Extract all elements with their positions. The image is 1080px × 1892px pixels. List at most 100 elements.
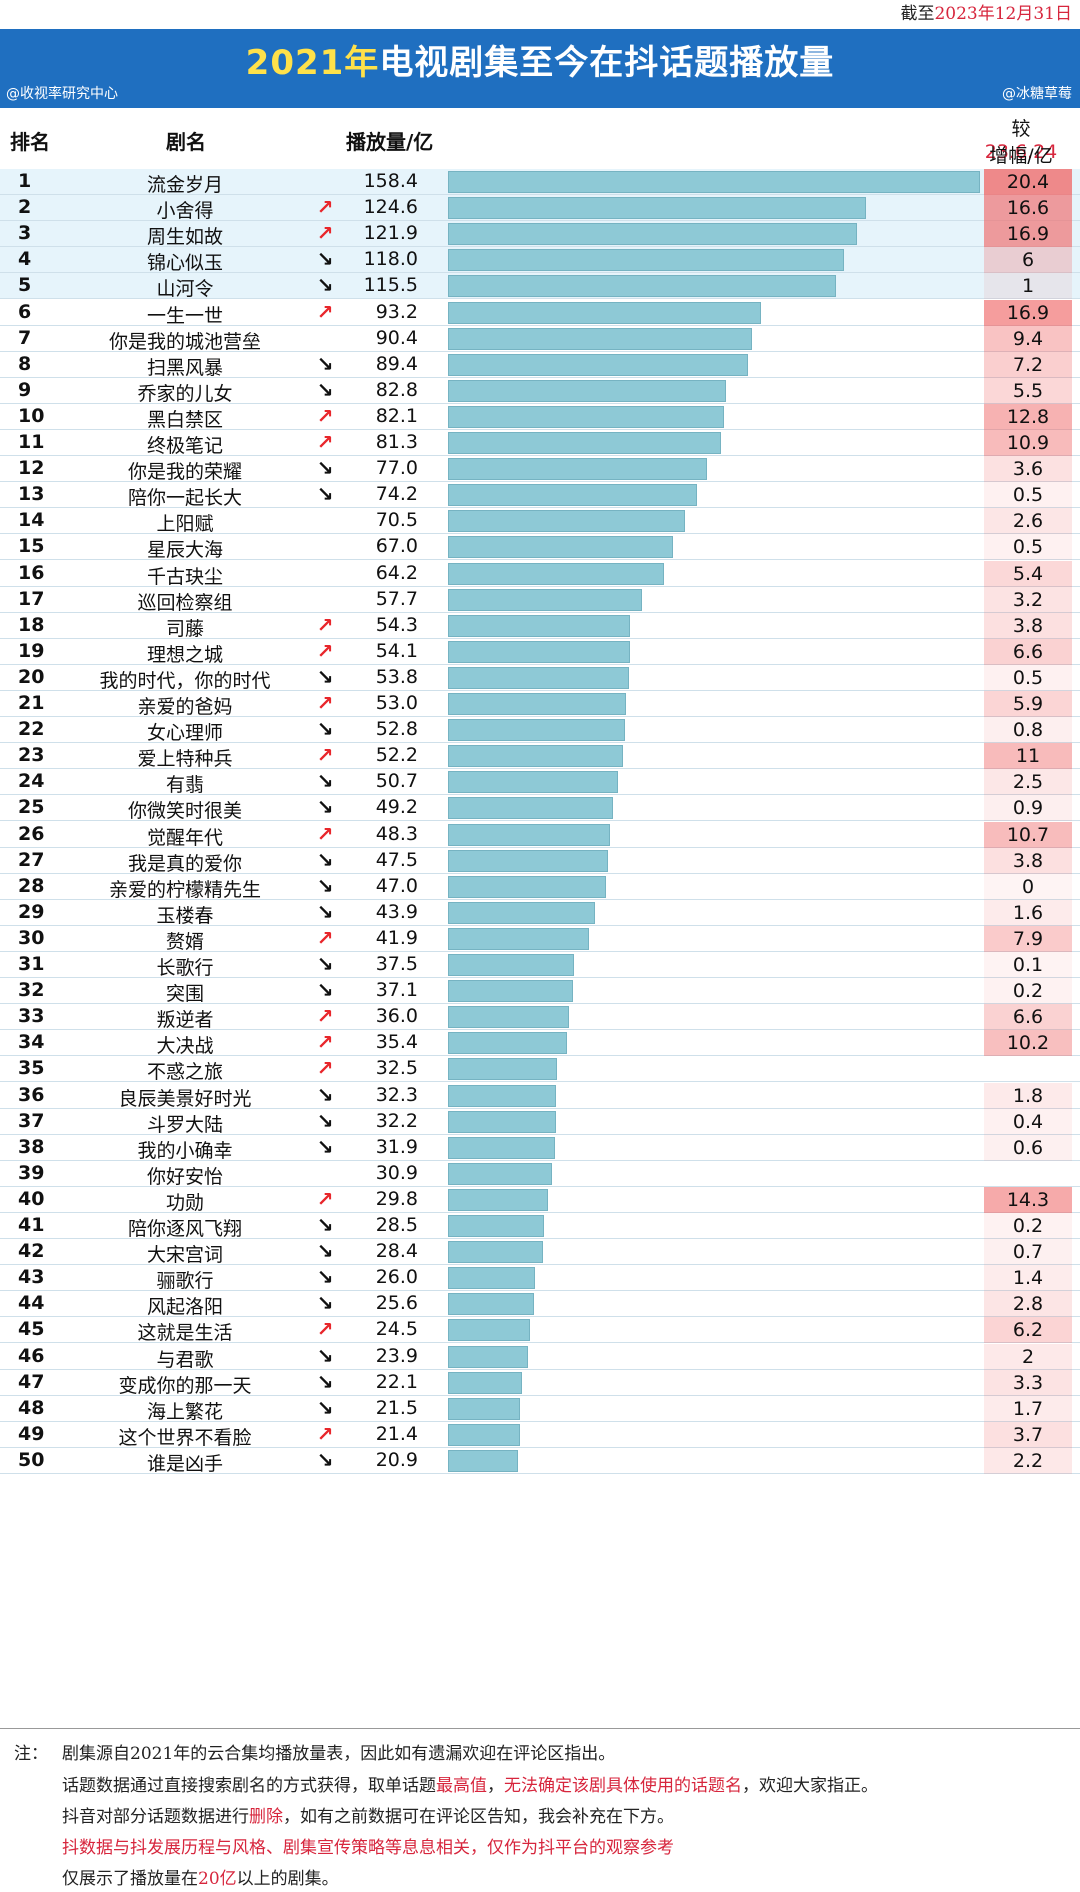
row-name: 有翡	[165, 774, 204, 797]
row-rank: 41	[18, 1214, 45, 1236]
bar-mark	[448, 875, 606, 898]
row-increase: 6.6	[984, 638, 1072, 665]
note-line-2: 话题数据通过直接搜索剧名的方式获得，取单话题最高值，无法确定该剧具体使用的话题名…	[62, 1771, 878, 1796]
row-rank: 39	[18, 1161, 45, 1184]
page-title: 2021年电视剧集至今在抖话题播放量	[0, 35, 1080, 84]
row-rank: 8	[18, 352, 32, 375]
row-value: 47.5	[375, 848, 418, 871]
row-rank: 36	[18, 1083, 45, 1106]
bar-mark	[448, 562, 664, 585]
table-row: 35 不惑之旅 ↗ 32.5	[0, 1056, 1080, 1084]
bar-mark	[448, 797, 614, 820]
notes-label: 注：	[14, 1744, 48, 1764]
row-name: 上阳赋	[156, 513, 214, 536]
row-increase: 14.3	[984, 1186, 1072, 1213]
header-rank: 排名	[10, 130, 50, 154]
bar-mark	[448, 353, 749, 376]
row-name: 我是真的爱你	[127, 852, 242, 875]
row-increase: 1.6	[984, 899, 1072, 926]
row-increase	[984, 1056, 1072, 1082]
row-rank: 48	[18, 1396, 45, 1419]
header-increase-label: 增幅/亿	[989, 145, 1053, 167]
row-name: 小舍得	[156, 200, 214, 223]
table-row: 5 山河令 ↘ 115.5 1	[0, 273, 1080, 300]
row-increase: 2.5	[984, 769, 1072, 796]
trend-up-icon: ↗	[316, 1030, 334, 1055]
title-banner: 2021年电视剧集至今在抖话题播放量 @收视率研究中心 @冰糖草莓	[0, 29, 1080, 108]
trend-up-icon: ↗	[316, 925, 334, 950]
row-increase: 5.5	[984, 377, 1072, 404]
note-5b: 20亿	[198, 1869, 237, 1889]
table-row: 47 变成你的那一天 ↘ 22.1 3.3	[0, 1369, 1080, 1397]
bar-mark	[448, 954, 574, 977]
row-value: 30.9	[375, 1161, 418, 1184]
note-line-4: 抖数据与抖发展历程与风格、剧集宣传策略等息息相关，仅作为抖平台的观察参考	[62, 1833, 674, 1858]
table-row: 4 锦心似玉 ↘ 118.0 6	[0, 247, 1080, 274]
row-increase: 0.5	[984, 534, 1072, 561]
row-increase: 12.8	[984, 403, 1072, 430]
row-rank: 17	[18, 587, 45, 610]
row-increase: 1.8	[984, 1082, 1072, 1109]
row-name: 长歌行	[156, 957, 214, 979]
table-row: 26 觉醒年代 ↗ 48.3 10.7	[0, 821, 1080, 849]
table-row: 10 黑白禁区 ↗ 82.1 12.8	[0, 403, 1080, 431]
note-2c: ，	[487, 1776, 504, 1796]
table-row: 34 大决战 ↗ 35.4 10.2	[0, 1030, 1080, 1057]
bar-mark	[448, 484, 698, 507]
bar-mark	[448, 275, 836, 298]
table-row: 49 这个世界不看脸 ↗ 21.4 3.7	[0, 1421, 1080, 1449]
row-rank: 31	[18, 953, 45, 975]
trend-up-icon: ↗	[316, 691, 334, 715]
trend-down-icon: ↘	[316, 1265, 334, 1290]
row-name: 不惑之旅	[146, 1061, 223, 1084]
row-name: 陪你逐风飞翔	[127, 1218, 242, 1240]
row-increase: 20.4	[984, 169, 1072, 196]
row-name: 功勋	[165, 1191, 204, 1214]
row-rank: 43	[18, 1266, 45, 1289]
table-row: 46 与君歌 ↘ 23.9 2	[0, 1343, 1080, 1371]
note-2b: 最高值	[436, 1776, 487, 1796]
table-row: 33 叛逆者 ↗ 36.0 6.6	[0, 1004, 1080, 1032]
bar-mark	[448, 1319, 531, 1342]
bar-mark	[448, 693, 626, 716]
row-rank: 24	[18, 770, 45, 793]
row-name: 叛逆者	[156, 1009, 214, 1032]
bar-mark	[448, 771, 619, 794]
row-rank: 19	[18, 639, 45, 662]
row-name: 千古玦尘	[146, 565, 223, 588]
bar-mark	[448, 1215, 544, 1238]
row-name: 觉醒年代	[146, 826, 223, 849]
row-increase: 0.1	[984, 952, 1072, 979]
row-increase: 10.9	[984, 430, 1072, 457]
row-rank: 16	[18, 561, 45, 584]
row-increase: 0.7	[984, 1239, 1072, 1266]
row-rank: 38	[18, 1135, 45, 1158]
trend-up-icon: ↗	[316, 1056, 334, 1081]
header-name: 剧名	[166, 130, 206, 154]
row-increase: 2.8	[984, 1291, 1072, 1318]
note-4b: 抖发展历程与风格、剧集宣传策略	[130, 1838, 385, 1858]
row-value: 26.0	[375, 1266, 418, 1289]
row-value: 36.0	[375, 1005, 418, 1028]
table-row: 23 爱上特种兵 ↗ 52.2 11	[0, 743, 1080, 770]
table-row: 27 我是真的爱你 ↘ 47.5 3.8	[0, 847, 1080, 875]
bar-mark	[448, 1449, 519, 1472]
bar-mark	[448, 1058, 558, 1081]
bar-mark	[448, 1136, 556, 1159]
table-row: 9 乔家的儿女 ↘ 82.8 5.5	[0, 377, 1080, 405]
row-value: 48.3	[375, 822, 418, 845]
bar-mark	[448, 1084, 557, 1107]
row-rank: 35	[18, 1057, 45, 1080]
row-value: 52.8	[375, 718, 418, 741]
table-row: 21 亲爱的爸妈 ↗ 53.0 5.9	[0, 691, 1080, 718]
trend-up-icon: ↗	[316, 638, 334, 663]
table-row: 19 理想之城 ↗ 54.1 6.6	[0, 638, 1080, 666]
row-increase: 16.9	[984, 221, 1072, 248]
trend-up-icon: ↗	[316, 743, 334, 768]
bar-mark	[448, 745, 624, 768]
row-increase: 1.4	[984, 1265, 1072, 1292]
table-row: 14 上阳赋 70.5 2.6	[0, 508, 1080, 536]
bar-mark	[448, 1293, 534, 1316]
row-name: 我的时代，你的时代	[99, 669, 271, 692]
row-name: 陪你一起长大	[127, 487, 242, 510]
